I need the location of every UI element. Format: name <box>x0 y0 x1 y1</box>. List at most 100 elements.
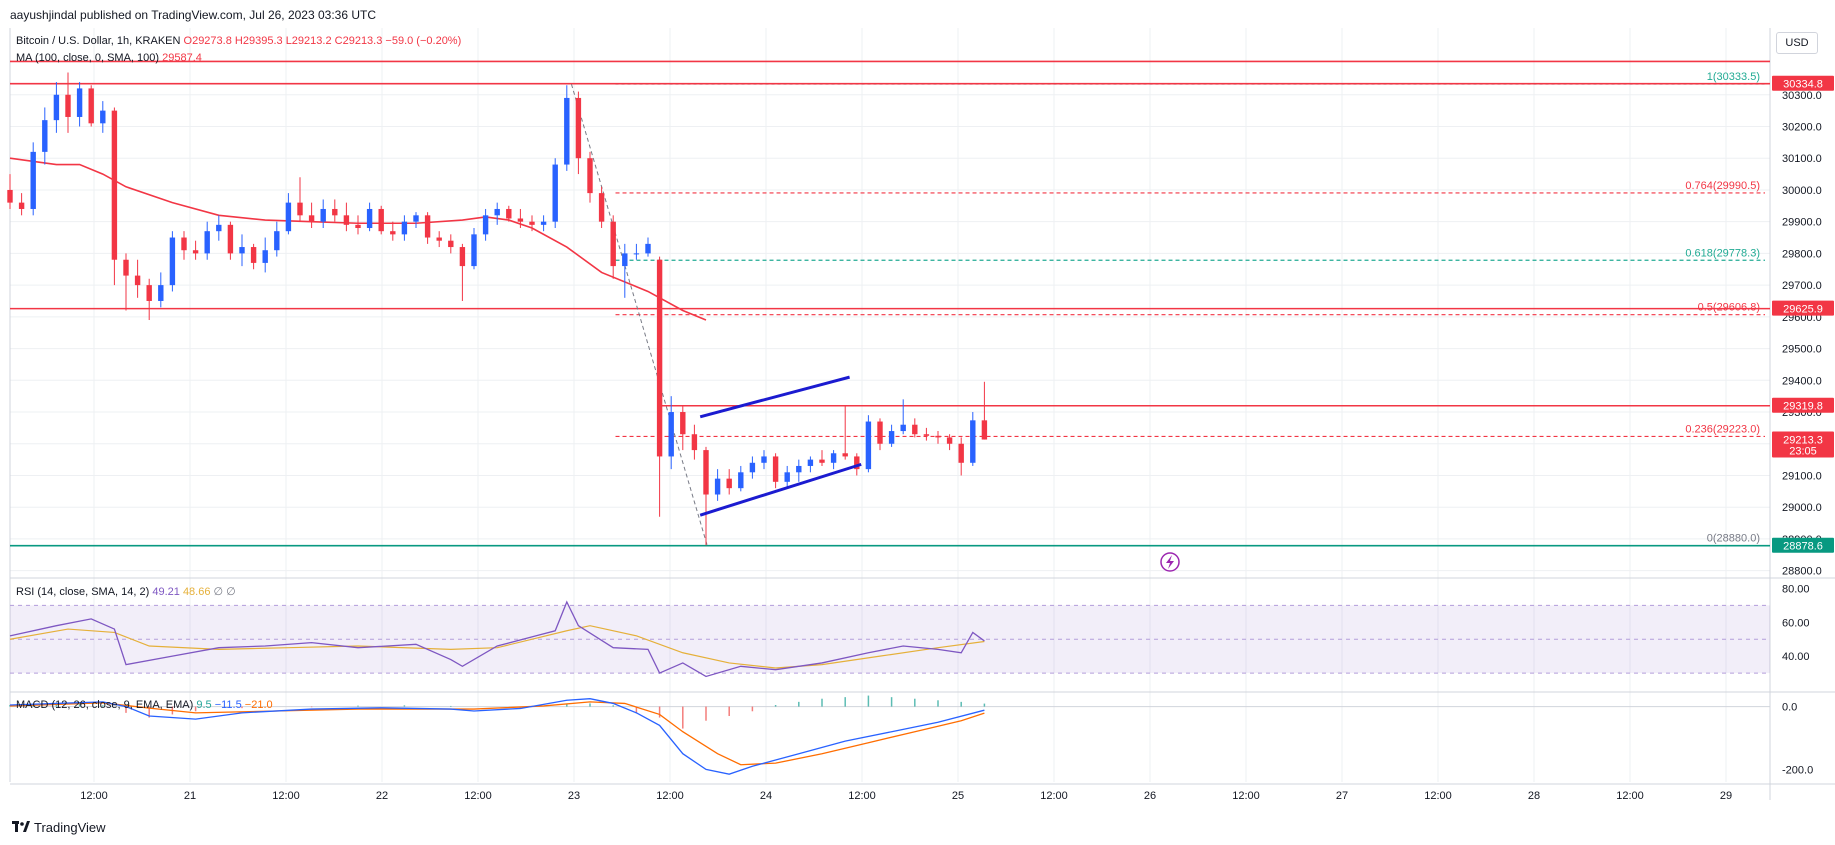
candle-body <box>471 234 477 267</box>
candle-body <box>250 247 257 263</box>
fib-level-label: 0.5(29606.8) <box>1698 302 1760 314</box>
candle-body <box>540 221 547 225</box>
open-value: O29273.8 <box>183 35 232 47</box>
price-axis-badge <box>1772 431 1834 458</box>
candle-body <box>946 437 953 444</box>
ma-value: 29587.4 <box>162 52 202 64</box>
candle-body <box>691 434 698 451</box>
candle-body <box>598 193 605 222</box>
candle-body <box>308 215 315 222</box>
candle-body <box>506 208 512 219</box>
candle-body <box>378 208 384 232</box>
candle-body <box>53 94 60 121</box>
time-axis-label: 12:00 <box>272 790 300 802</box>
candle-body <box>192 250 199 254</box>
price-tick-label: 30300.0 <box>1782 90 1822 102</box>
rsi-line <box>9 600 985 678</box>
channel-upper-line <box>699 375 850 419</box>
macd-hist-value: 9.5 <box>196 699 212 711</box>
currency-button[interactable]: USD <box>1776 32 1818 54</box>
candle-body <box>807 459 814 466</box>
rsi-value: 49.21 <box>152 586 180 598</box>
candle-body <box>7 189 13 203</box>
macd-axis-label: -200.0 <box>1782 764 1813 776</box>
ma-label: MA (100, close, 0, SMA, 100) <box>16 52 160 64</box>
candle-body <box>42 120 48 152</box>
ma-legend: MA (100, close, 0, SMA, 100) 29587.4 <box>16 52 202 64</box>
close-value: C29213.3 <box>334 35 383 47</box>
candle-body <box>587 158 593 194</box>
candle-body <box>842 453 848 457</box>
price-axis-badge <box>1772 75 1834 91</box>
candle-body <box>668 412 674 457</box>
candle-body <box>888 431 895 444</box>
candle-body <box>413 215 419 222</box>
time-axis-label: 26 <box>1144 790 1156 802</box>
candle-body <box>343 215 350 225</box>
time-axis-label: 12:00 <box>1232 790 1260 802</box>
change-value: −59.0 (−0.20%) <box>385 35 462 47</box>
candle-body <box>865 421 872 470</box>
price-tick-label: 30200.0 <box>1782 121 1822 133</box>
macd-value: −11.5 <box>214 699 242 711</box>
candle-body <box>181 237 187 251</box>
time-axis-label: 12:00 <box>80 790 108 802</box>
macd-label: MACD (12, 26, close, 9, EMA, EMA) <box>16 699 194 711</box>
low-value: L29213.2 <box>285 35 332 47</box>
price-tick-label: 29800.0 <box>1782 248 1822 260</box>
rsi-legend: RSI (14, close, SMA, 14, 2) 49.21 48.66 … <box>16 585 236 598</box>
price-tick-label: 29000.0 <box>1782 502 1822 514</box>
candle-body <box>366 208 373 229</box>
ohlc-legend: Bitcoin / U.S. Dollar, 1h, KRAKEN O29273… <box>16 35 461 47</box>
candle-body <box>204 231 210 254</box>
macd-legend: MACD (12, 26, close, 9, EMA, EMA) 9.5 −1… <box>16 699 273 711</box>
rsi-ma-value: 48.66 <box>182 586 211 598</box>
candle-body <box>111 110 118 260</box>
candle-body <box>274 231 280 251</box>
rsi-axis-label: 40.00 <box>1782 651 1810 663</box>
rsi-extra: ∅ ∅ <box>213 586 236 598</box>
candle-body <box>761 456 767 463</box>
price-tick-label: 28800.0 <box>1782 566 1822 578</box>
candle-body <box>877 421 883 444</box>
candle-body <box>912 424 918 435</box>
candle-body <box>645 243 651 254</box>
candle-body <box>610 221 616 267</box>
event-flash-icon-glyph <box>1166 555 1174 569</box>
candle-body <box>30 151 36 209</box>
fib-level-label: 0.236(29223.0) <box>1685 423 1760 435</box>
macd-signal-line <box>9 701 985 766</box>
price-axis-badge-label: 30334.8 <box>1783 79 1823 91</box>
price-axis-badge-label: 28878.6 <box>1783 541 1823 553</box>
candle-body <box>564 97 570 165</box>
candle-body <box>227 224 234 254</box>
fib-level-label: 0.618(29778.3) <box>1685 247 1760 259</box>
price-axis-badge-sublabel: 23:05 <box>1789 446 1817 458</box>
price-axis-badge <box>1772 537 1834 553</box>
candle-body <box>854 456 860 470</box>
tradingview-logo[interactable]: TradingView <box>12 820 106 835</box>
price-axis-badge <box>1772 300 1834 316</box>
candle-body <box>923 434 930 436</box>
price-tick-label: 29500.0 <box>1782 344 1822 356</box>
candle-body <box>575 97 582 159</box>
candle-body <box>819 459 825 463</box>
price-axis-badge-label: 29625.9 <box>1783 304 1823 316</box>
candle-body <box>390 231 396 235</box>
macd-axis-label: 0.0 <box>1782 702 1797 714</box>
time-axis-label: 12:00 <box>656 790 684 802</box>
candle-body <box>552 164 558 222</box>
ma100-line <box>9 157 707 321</box>
candle-body <box>285 202 292 232</box>
candle-body <box>169 237 176 286</box>
candle-body <box>436 237 442 241</box>
candle-body <box>656 259 663 457</box>
tradingview-logo-icon <box>12 821 30 832</box>
candle-body <box>146 285 152 301</box>
candle-body <box>830 453 837 463</box>
candle-body <box>18 202 25 209</box>
candle-body <box>123 259 129 276</box>
candle-body <box>970 420 976 463</box>
candle-body <box>320 208 326 222</box>
